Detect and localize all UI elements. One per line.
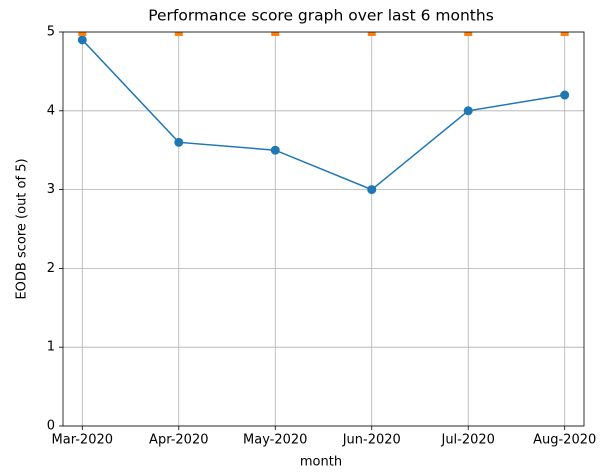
data-point xyxy=(464,32,473,36)
data-point xyxy=(367,185,377,195)
y-tick-label: 4 xyxy=(47,103,55,118)
x-tick-label: May-2020 xyxy=(243,433,307,448)
y-tick-label: 5 xyxy=(47,25,55,40)
data-point xyxy=(174,137,184,147)
y-axis-label: EODB score (out of 5) xyxy=(15,158,30,299)
y-tick-label: 0 xyxy=(47,419,55,434)
x-tick-label: Jun-2020 xyxy=(342,433,401,448)
data-point xyxy=(77,35,87,45)
data-point xyxy=(78,32,87,36)
data-point xyxy=(174,32,183,36)
axes-frame xyxy=(62,31,585,427)
y-tick-label: 3 xyxy=(47,182,55,197)
data-point xyxy=(367,32,376,36)
data-point xyxy=(560,32,569,36)
plot-area xyxy=(77,32,570,195)
x-axis-label: month xyxy=(300,455,342,470)
x-tick-label: Jul-2020 xyxy=(440,433,494,448)
data-point xyxy=(463,106,473,116)
data-point xyxy=(270,145,280,155)
y-tick-label: 2 xyxy=(47,261,55,276)
chart-title: Performance score graph over last 6 mont… xyxy=(148,7,494,25)
data-point xyxy=(560,90,570,100)
series-line xyxy=(81,39,565,191)
y-tick-label: 1 xyxy=(47,340,55,355)
data-point xyxy=(271,32,280,36)
grid xyxy=(63,31,584,427)
x-tick-label: Aug-2020 xyxy=(533,433,596,448)
x-tick-label: Mar-2020 xyxy=(52,433,113,448)
tick-labels: 0 1 2 3 4 5 Mar-2020 Apr-2020 May-2020 Jun-2020 Ju… xyxy=(47,25,597,448)
x-tick-label: Apr-2020 xyxy=(149,433,208,448)
